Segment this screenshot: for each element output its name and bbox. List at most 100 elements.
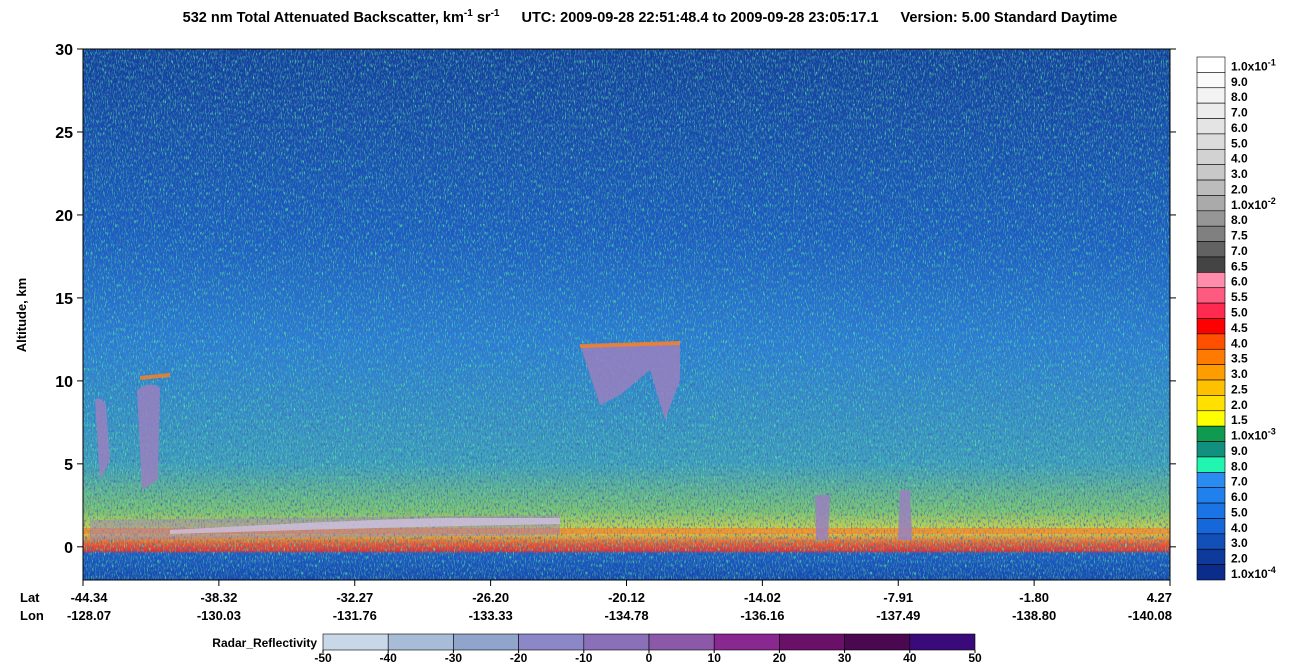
colorbar-swatch: [1196, 56, 1226, 73]
colorbar-swatch: [1196, 456, 1226, 473]
x-tick-label: -38.32: [200, 590, 237, 605]
colorbar-label-base: 5.0: [1231, 136, 1248, 150]
colorbar-label: 6.0: [1231, 490, 1248, 504]
x-tick-label: -136.16: [740, 608, 784, 623]
radar-label: Radar_Reflectivity: [212, 636, 317, 650]
colorbar-label: 5.0: [1231, 306, 1248, 320]
y-tick-label: 20: [55, 208, 73, 225]
colorbar-swatch: [1196, 87, 1226, 104]
colorbar-label-exp: -4: [1268, 565, 1276, 575]
colorbar-label-base: 3.5: [1231, 352, 1248, 366]
colorbar-swatch: [1196, 502, 1226, 519]
colorbar-label: 8.0: [1231, 213, 1248, 227]
colorbar-label: 8.0: [1231, 90, 1248, 104]
colorbar-label-base: 7.0: [1231, 244, 1248, 258]
colorbar-label: 6.0: [1231, 121, 1248, 135]
colorbar-label-base: 3.0: [1231, 167, 1248, 181]
colorbar-label: 3.0: [1231, 536, 1248, 550]
colorbar-swatch: [1196, 148, 1226, 165]
colorbar-label: 1.5: [1231, 413, 1248, 427]
colorbar-label-base: 1.0x10: [1231, 198, 1268, 212]
colorbar-swatch: [1196, 256, 1226, 273]
x-tick-label: -7.91: [883, 590, 913, 605]
colorbar-swatch: [1196, 287, 1226, 304]
colorbar-swatch: [1196, 425, 1226, 442]
radar-tick-label: 0: [646, 651, 653, 665]
colorbar-label-base: 2.0: [1231, 398, 1248, 412]
colorbar-label-base: 4.5: [1231, 321, 1248, 335]
colorbar-swatch: [1196, 410, 1226, 427]
radar-swatch: [844, 633, 911, 651]
radar-tick-label: -50: [314, 651, 332, 665]
radar-tick-label: -40: [380, 651, 398, 665]
colorbar-label: 4.0: [1231, 336, 1248, 350]
title-version: Version: 5.00 Standard Daytime: [901, 10, 1118, 26]
radar-tick-label: -30: [445, 651, 463, 665]
colorbar-label: 7.0: [1231, 244, 1248, 258]
radar-tick-label: -10: [575, 651, 593, 665]
colorbar-label-exp: -3: [1268, 427, 1276, 437]
colorbar-swatch: [1196, 472, 1226, 489]
colorbar-label: 5.5: [1231, 290, 1248, 304]
colorbar-label-base: 6.0: [1231, 275, 1248, 289]
colorbar-swatch: [1196, 118, 1226, 135]
x-tick-label: -26.20: [472, 590, 509, 605]
colorbar-swatch: [1196, 564, 1226, 581]
colorbar-swatch: [1196, 533, 1226, 550]
colorbar-label: 3.0: [1231, 167, 1248, 181]
colorbar-swatch: [1196, 548, 1226, 565]
radar-tick-label: 10: [708, 651, 722, 665]
colorbar-label: 1.0x10-1: [1231, 57, 1276, 73]
colorbar-label: 1.0x10-2: [1231, 196, 1276, 212]
y-tick-label: 15: [55, 291, 73, 308]
radar-swatch: [713, 633, 780, 651]
colorbar-label-base: 7.5: [1231, 229, 1248, 243]
colorbar-label-base: 8.0: [1231, 90, 1248, 104]
y-tick-label: 0: [64, 540, 73, 557]
radar-swatch: [322, 633, 389, 651]
colorbar-label-exp: -1: [1268, 57, 1276, 67]
colorbar-swatch: [1196, 272, 1226, 289]
y-tick-label: 25: [55, 125, 73, 142]
colorbar-swatch: [1196, 395, 1226, 412]
colorbar-label: 5.0: [1231, 505, 1248, 519]
colorbar-swatch: [1196, 179, 1226, 196]
colorbar-swatch: [1196, 72, 1226, 89]
title-exp: -1: [464, 8, 473, 19]
colorbar-label-base: 1.0x10: [1231, 59, 1268, 73]
y-tick-label: 10: [55, 374, 73, 391]
x-tick-label: -20.12: [608, 590, 645, 605]
colorbar-label: 8.0: [1231, 459, 1248, 473]
x-tick-label: 4.27: [1147, 590, 1172, 605]
colorbar-label: 9.0: [1231, 444, 1248, 458]
colorbar-label-base: 1.0x10: [1231, 567, 1268, 581]
x-row-label: Lat: [20, 590, 40, 605]
colorbar-swatch: [1196, 164, 1226, 181]
x-tick-label: -14.02: [744, 590, 781, 605]
colorbar-label: 2.0: [1231, 182, 1248, 196]
colorbar-label: 3.0: [1231, 367, 1248, 381]
colorbar-label: 5.0: [1231, 136, 1248, 150]
colorbar-label: 2.5: [1231, 382, 1248, 396]
x-tick-label: -133.33: [469, 608, 513, 623]
radar-tick-label: -20: [510, 651, 528, 665]
radar-tick-label: 50: [968, 651, 982, 665]
colorbar-label-base: 5.0: [1231, 306, 1248, 320]
radar-swatch: [648, 633, 715, 651]
colorbar-swatch: [1196, 195, 1226, 212]
colorbar-swatch: [1196, 318, 1226, 335]
colorbar-label-base: 6.0: [1231, 490, 1248, 504]
colorbar-swatch: [1196, 210, 1226, 227]
colorbar-label: 2.0: [1231, 398, 1248, 412]
colorbar-label-base: 1.5: [1231, 413, 1248, 427]
title-unit: sr: [473, 10, 491, 26]
radar-swatch: [583, 633, 650, 651]
x-tick-label: -1.80: [1019, 590, 1049, 605]
colorbar-label: 1.0x10-4: [1231, 565, 1276, 581]
radar-swatch: [453, 633, 519, 651]
x-tick-label: -128.07: [67, 608, 111, 623]
colorbar-label-base: 8.0: [1231, 459, 1248, 473]
colorbar-swatch: [1196, 364, 1226, 381]
colorbar-label-base: 3.0: [1231, 536, 1248, 550]
